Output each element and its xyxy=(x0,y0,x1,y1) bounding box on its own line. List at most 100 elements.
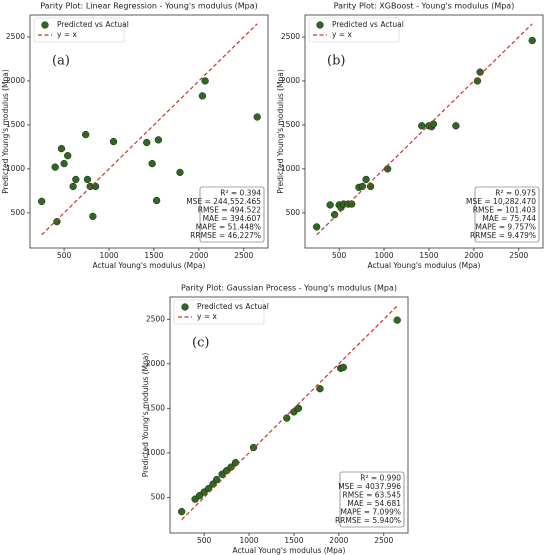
point xyxy=(89,212,97,220)
point xyxy=(176,168,184,177)
legend-label: Predicted vs Actual xyxy=(57,20,129,29)
point xyxy=(201,77,209,85)
identity-line xyxy=(316,23,533,236)
identity-line xyxy=(41,23,258,236)
y-tick-label: 2000 xyxy=(281,76,300,85)
y-tick-label: 500 xyxy=(11,208,26,217)
point xyxy=(473,77,482,85)
legend xyxy=(308,17,400,43)
point xyxy=(253,113,261,121)
point xyxy=(362,175,370,184)
legend-label: y = x xyxy=(332,30,352,39)
point xyxy=(109,137,118,146)
point xyxy=(53,217,61,226)
point xyxy=(60,159,68,168)
point xyxy=(366,182,375,191)
stats-line: RRMSE = 9.479% xyxy=(470,231,536,240)
stats-line: MAE = 394.607 xyxy=(203,214,262,223)
stats-line: RMSE = 63.545 xyxy=(343,491,402,500)
legend-label: y = x xyxy=(197,312,217,321)
chart-title: Parity Plot: XGBoost - Young's modulus (… xyxy=(334,2,515,11)
point xyxy=(418,122,426,130)
point xyxy=(294,404,303,412)
point xyxy=(528,36,536,45)
x-tick-label: 2500 xyxy=(234,251,253,260)
x-tick-label: 2500 xyxy=(374,536,393,545)
stats-box xyxy=(339,471,405,528)
chart-title: Parity Plot: Gaussian Process - Young's … xyxy=(181,284,397,293)
panel: Parity Plot: Gaussian Process - Young's … xyxy=(141,284,409,555)
x-tick-label: 2000 xyxy=(329,536,348,545)
stats-line: MSE = 4037.996 xyxy=(338,482,401,491)
point xyxy=(154,136,163,144)
point xyxy=(152,196,161,205)
stats-line: MAE = 54.681 xyxy=(347,499,401,508)
point xyxy=(326,201,334,209)
point xyxy=(198,92,207,100)
legend-marker xyxy=(316,21,324,29)
stats-box xyxy=(199,186,265,243)
point xyxy=(358,182,367,191)
point xyxy=(57,144,66,153)
stats-line: MAE = 75.744 xyxy=(482,214,536,223)
point xyxy=(383,165,392,173)
panel-annotation: (b) xyxy=(327,54,345,69)
point xyxy=(82,130,90,139)
point xyxy=(249,443,258,452)
stats-line: R² = 0.394 xyxy=(220,189,261,198)
panel: Parity Plot: XGBoost - Young's modulus (… xyxy=(276,2,544,270)
x-tick-label: 1000 xyxy=(99,251,118,260)
stats-line: MSE = 244,552.465 xyxy=(186,197,261,206)
x-axis-label: Actual Young's modulus (Mpa) xyxy=(233,546,346,555)
y-tick-label: 1500 xyxy=(6,120,25,129)
x-axis-label: Actual Young's modulus (Mpa) xyxy=(93,261,206,270)
x-tick-label: 1500 xyxy=(419,251,438,260)
legend xyxy=(33,17,125,43)
point xyxy=(91,182,100,191)
stats-line: RRMSE = 5.940% xyxy=(335,516,401,525)
stats-line: R² = 0.975 xyxy=(495,189,536,198)
point xyxy=(339,363,347,372)
point xyxy=(83,175,92,184)
y-tick-label: 2500 xyxy=(6,32,25,41)
point xyxy=(204,484,213,493)
stats-line: RMSE = 101.403 xyxy=(473,206,536,215)
stats-line: RMSE = 494.522 xyxy=(198,206,261,215)
y-tick-label: 1500 xyxy=(281,120,300,129)
y-tick-label: 2000 xyxy=(146,359,165,368)
stats-line: R² = 0.990 xyxy=(360,474,401,483)
point xyxy=(393,316,401,324)
y-tick-label: 1000 xyxy=(281,164,300,173)
stats-line: MAPE = 51.448% xyxy=(196,223,261,232)
x-tick-label: 1000 xyxy=(239,536,258,545)
stats-line: MSE = 10,282.470 xyxy=(466,197,536,206)
x-tick-label: 500 xyxy=(197,536,212,545)
legend-marker xyxy=(181,303,189,311)
point xyxy=(316,385,324,393)
point xyxy=(143,138,151,147)
point xyxy=(64,152,72,160)
legend-marker xyxy=(41,21,49,29)
y-tick-label: 1000 xyxy=(6,164,25,173)
y-tick-label: 1500 xyxy=(146,403,165,412)
x-tick-label: 1500 xyxy=(284,536,303,545)
y-tick-label: 500 xyxy=(151,492,166,501)
point xyxy=(231,458,240,467)
legend xyxy=(173,299,265,325)
point xyxy=(213,475,221,484)
point xyxy=(69,182,77,191)
stats-line: MAPE = 7.099% xyxy=(340,508,401,517)
x-tick-label: 2000 xyxy=(464,251,483,260)
y-tick-label: 1000 xyxy=(146,448,165,457)
y-tick-label: 2000 xyxy=(6,76,25,85)
y-tick-label: 2500 xyxy=(281,32,300,41)
chart-title: Parity Plot: Linear Regression - Young's… xyxy=(40,2,258,11)
point xyxy=(178,507,186,516)
y-axis-label: Predicted Young's modulus (Mpa) xyxy=(1,69,10,194)
x-tick-label: 2500 xyxy=(509,251,528,260)
point xyxy=(313,223,321,231)
x-axis-label: Actual Young's modulus (Mpa) xyxy=(368,261,481,270)
x-tick-label: 1000 xyxy=(374,251,393,260)
legend-label: Predicted vs Actual xyxy=(197,302,269,311)
panel-annotation: (a) xyxy=(52,54,70,69)
